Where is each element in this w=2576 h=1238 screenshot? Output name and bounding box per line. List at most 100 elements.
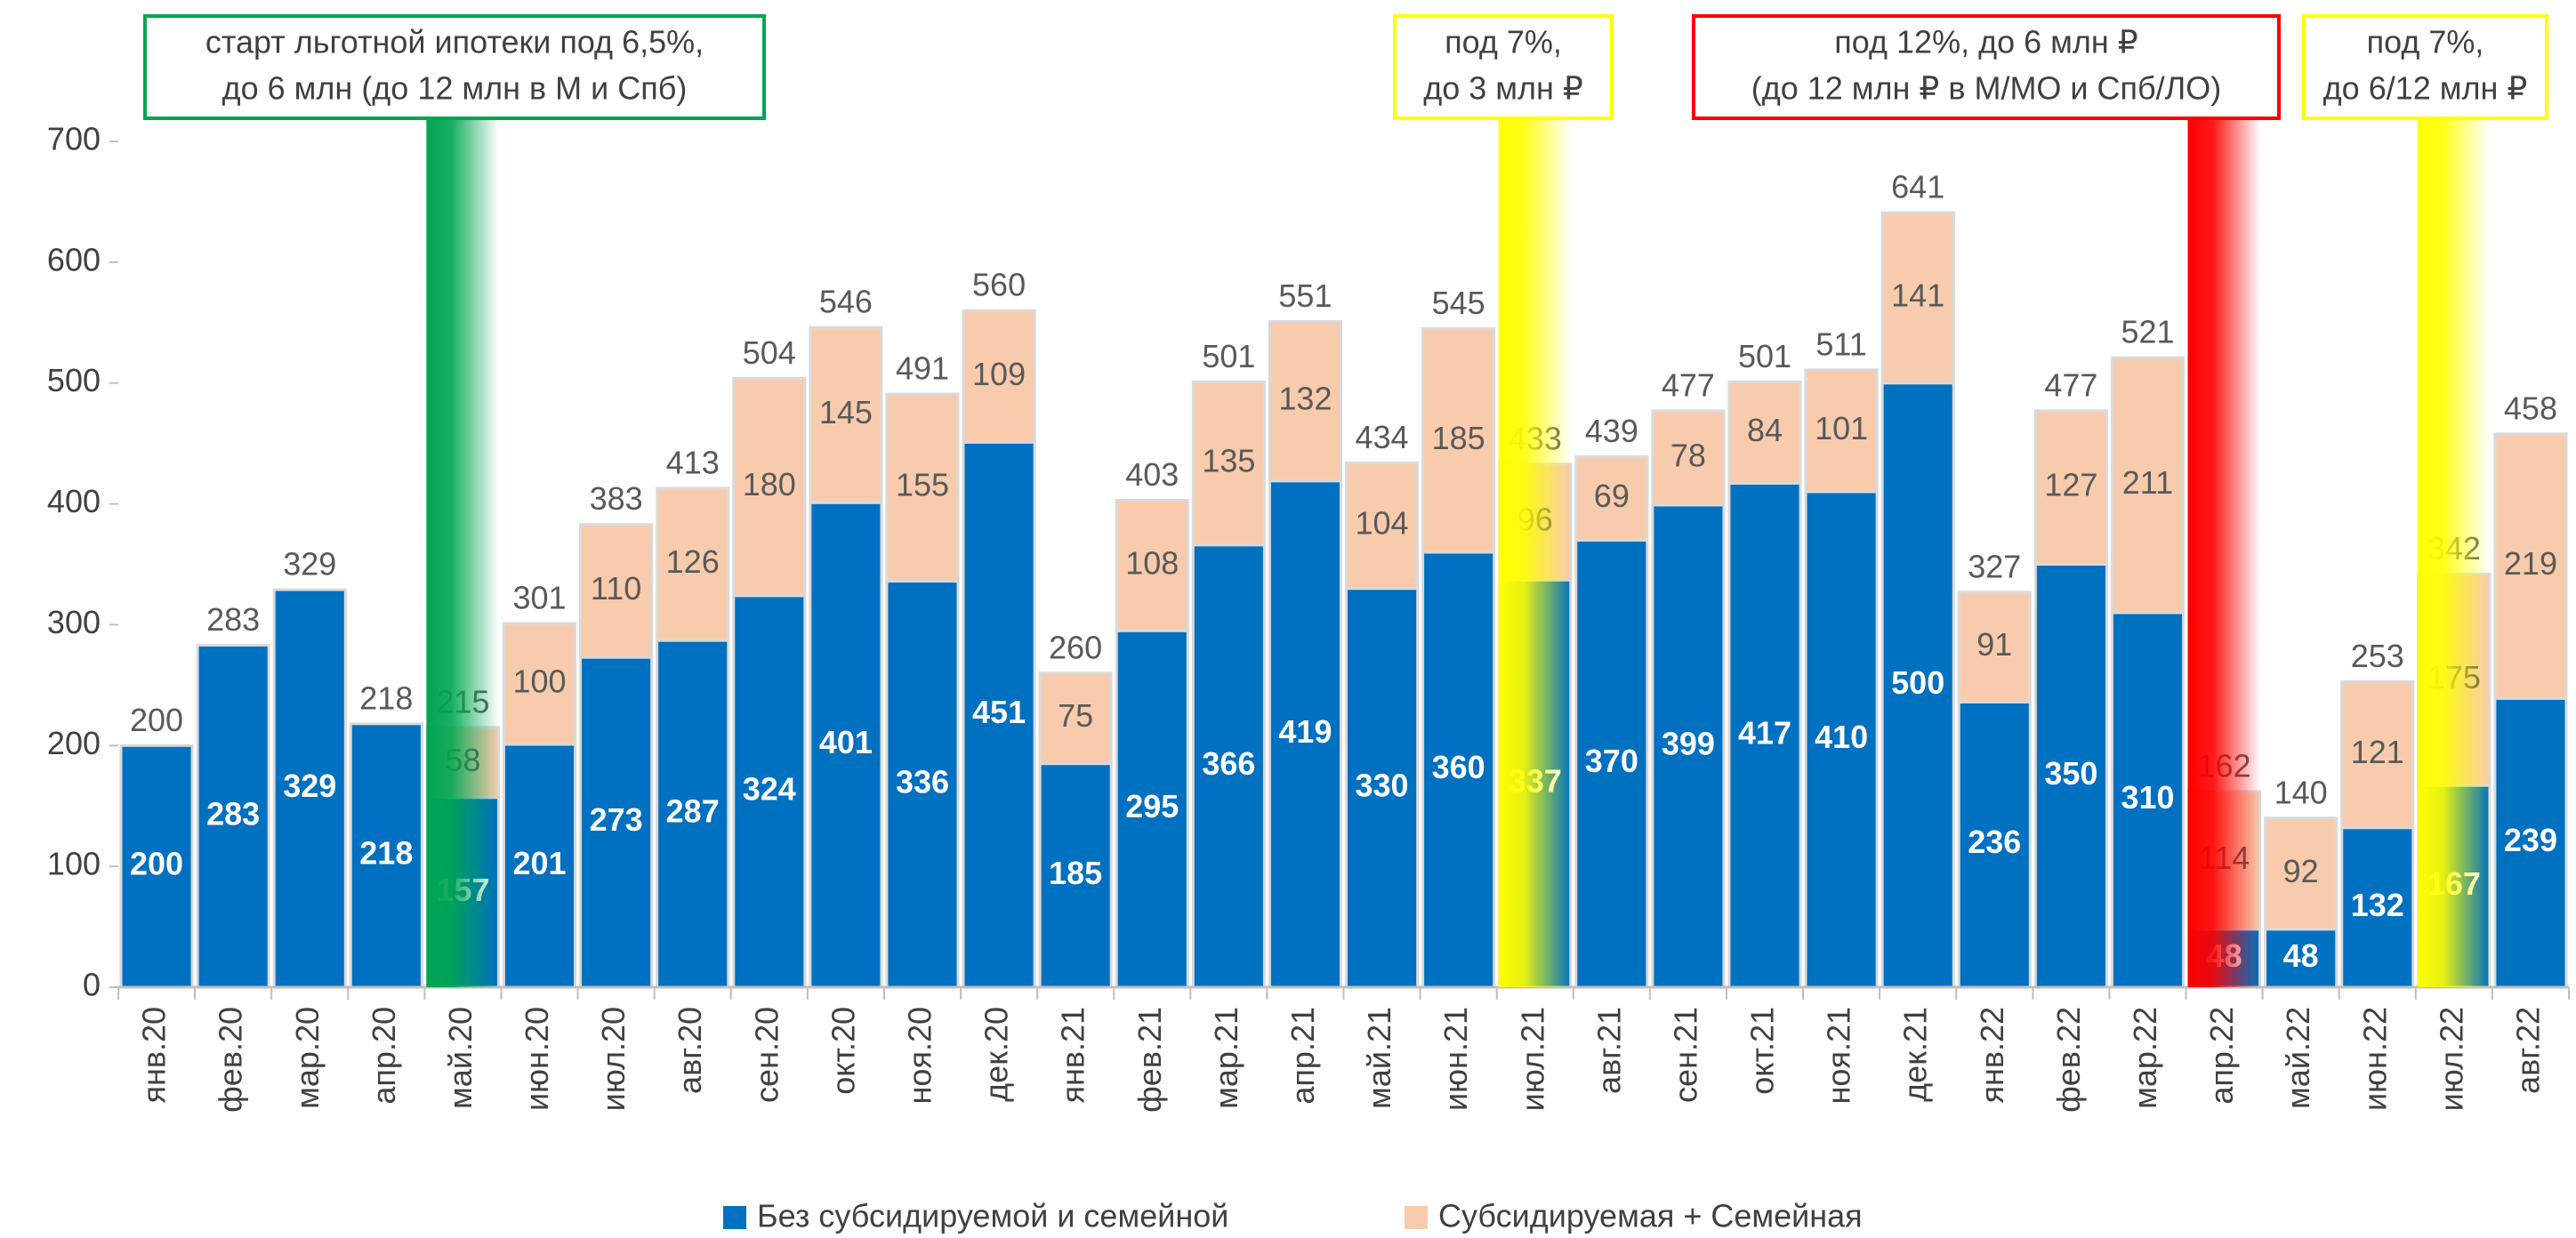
x-tick-label: май.20 xyxy=(442,1007,479,1109)
segment-value-label: 108 xyxy=(1125,544,1179,581)
x-tick-label: ноя.21 xyxy=(1821,1007,1857,1104)
x-tick-label: апр.21 xyxy=(1284,1007,1321,1105)
total-label: 560 xyxy=(972,267,1026,303)
segment-value-label: 91 xyxy=(1976,626,2012,663)
bar-segment xyxy=(1191,543,1266,989)
bar-segment xyxy=(1115,629,1189,989)
bar-segment xyxy=(1574,455,1649,542)
total-label: 501 xyxy=(1738,338,1791,374)
bar-segment xyxy=(1880,382,1955,989)
total-label: 260 xyxy=(1049,629,1102,665)
bar-value-label: 239 xyxy=(2504,822,2557,858)
bar-segment xyxy=(1804,490,1879,989)
bar-segment xyxy=(579,655,654,989)
bar-value-label: 310 xyxy=(2121,779,2174,816)
segment-value-label: 180 xyxy=(743,466,796,502)
total-label: 511 xyxy=(1815,326,1866,362)
highlight-band xyxy=(2187,118,2261,987)
x-tick-label: янв.21 xyxy=(1055,1007,1091,1104)
bar-segment xyxy=(2110,356,2186,615)
bar-value-label: 324 xyxy=(743,770,796,807)
bar-segment xyxy=(1727,380,1802,485)
annotation-box xyxy=(143,14,766,120)
bar-segment xyxy=(2493,432,2568,700)
segment-value-label: 132 xyxy=(1278,381,1332,417)
x-tick-label: ноя.20 xyxy=(902,1007,938,1104)
total-label: 477 xyxy=(2044,366,2097,403)
bar-segment xyxy=(349,722,423,989)
bar-value-label: 201 xyxy=(512,845,566,881)
segment-value-label: 69 xyxy=(1594,478,1630,514)
total-label: 545 xyxy=(1432,285,1485,321)
bar-segment xyxy=(656,486,730,642)
bar-value-label: 200 xyxy=(130,846,183,882)
total-label: 140 xyxy=(2274,774,2328,810)
total-label: 283 xyxy=(206,601,260,638)
bar-segment xyxy=(1727,481,1802,989)
total-label: 383 xyxy=(590,480,643,517)
x-tick-label: янв.20 xyxy=(136,1007,173,1104)
bar-segment xyxy=(2033,409,2108,566)
bar-segment xyxy=(2340,679,2415,830)
y-tick-label: 300 xyxy=(47,604,101,640)
segment-value-label: 155 xyxy=(896,467,949,503)
total-label: 329 xyxy=(283,546,336,583)
annotation-text: до 6/12 млн ₽ xyxy=(2323,70,2528,107)
total-label: 253 xyxy=(2351,638,2404,674)
x-tick-label: июн.21 xyxy=(1437,1007,1474,1111)
segment-value-label: 121 xyxy=(2351,734,2404,770)
total-label: 200 xyxy=(130,702,183,738)
bar-segment xyxy=(962,440,1036,989)
x-tick-label: авг.22 xyxy=(2509,1007,2546,1094)
segment-value-label: 211 xyxy=(2122,464,2173,501)
bar-segment xyxy=(1268,319,1342,483)
annotation-text: до 6 млн (до 12 млн в М и Спб) xyxy=(222,70,688,107)
x-tick-label: сен.21 xyxy=(1667,1007,1703,1103)
y-tick-label: 500 xyxy=(47,362,101,398)
bar-value-label: 218 xyxy=(359,834,413,871)
bar-segment xyxy=(1345,461,1420,591)
bar-value-label: 330 xyxy=(1356,767,1409,803)
bar-segment xyxy=(272,588,347,989)
x-tick-label: мар.20 xyxy=(289,1007,326,1109)
bar-value-label: 451 xyxy=(972,694,1026,730)
x-tick-label: сен.20 xyxy=(748,1007,785,1103)
bar-segment xyxy=(1804,368,1879,494)
segment-value-label: 109 xyxy=(972,356,1026,392)
bar-segment xyxy=(579,523,654,659)
total-label: 327 xyxy=(1968,548,2021,584)
bar-value-label: 336 xyxy=(896,763,949,800)
x-tick-label: окт.21 xyxy=(1744,1007,1781,1095)
bar-segment xyxy=(1421,551,1496,989)
bar-segment xyxy=(1115,498,1189,632)
bar-segment xyxy=(119,744,194,989)
segment-value-label: 127 xyxy=(2044,467,2097,503)
x-tick-label: июн.22 xyxy=(2356,1007,2393,1111)
bar-value-label: 185 xyxy=(1049,855,1102,891)
x-tick-label: фев.20 xyxy=(213,1007,249,1113)
y-tick-label: 400 xyxy=(47,483,101,519)
x-tick-label: авг.21 xyxy=(1590,1007,1627,1094)
bar-value-label: 410 xyxy=(1815,719,1868,755)
bar-value-label: 401 xyxy=(819,724,873,760)
legend-swatch xyxy=(1405,1206,1428,1229)
bar-segment xyxy=(962,309,1036,444)
segment-value-label: 126 xyxy=(666,543,720,580)
segment-value-label: 78 xyxy=(1670,437,1706,473)
annotation-text: под 7%, xyxy=(1445,24,1562,60)
bar-segment xyxy=(809,326,883,504)
bar-segment xyxy=(1421,327,1496,554)
bar-value-label: 236 xyxy=(1968,824,2021,860)
x-tick-label: окт.20 xyxy=(825,1007,861,1095)
bar-value-label: 273 xyxy=(590,801,643,838)
bar-segment xyxy=(502,622,577,746)
annotation-box xyxy=(2302,14,2548,120)
total-label: 403 xyxy=(1125,456,1179,493)
annotation-text: под 7%, xyxy=(2367,24,2484,60)
x-tick-label: янв.22 xyxy=(1974,1007,2010,1104)
bar-value-label: 370 xyxy=(1585,743,1638,779)
x-tick-label: июл.21 xyxy=(1514,1007,1550,1111)
segment-value-label: 145 xyxy=(819,394,873,430)
x-tick-label: авг.20 xyxy=(672,1007,708,1094)
bar-segment xyxy=(1038,762,1113,989)
